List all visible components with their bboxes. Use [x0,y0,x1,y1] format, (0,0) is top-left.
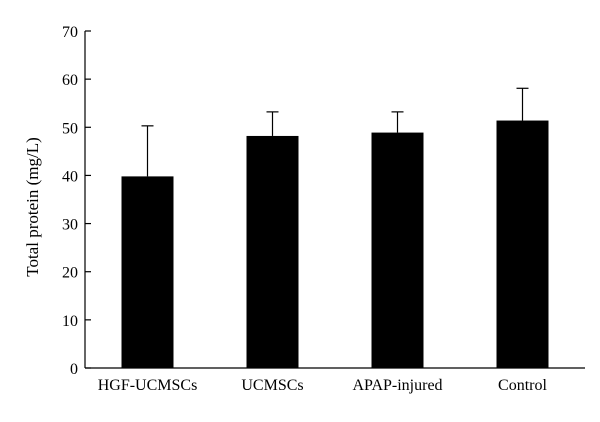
x-tick-label: Control [498,377,547,394]
y-tick-label: 60 [62,72,78,89]
y-tick-label: 70 [62,24,78,41]
error-bars [141,87,529,177]
x-tick-label: APAP-injured [352,377,442,394]
y-tick-label: 40 [62,168,78,185]
tick-labels: 0 10 20 30 40 50 60 70 HGF-UCMSCs UCMSCs APAP-inju… [62,24,548,394]
y-tick-label: 30 [62,217,78,234]
bar [496,120,549,368]
y-tick-label: 0 [70,361,78,378]
bars [121,120,549,368]
y-tick-label: 10 [62,313,78,330]
y-tick-label: 20 [62,265,78,282]
bar [246,135,299,368]
y-axis-label: Total protein (mg/L) [23,137,42,277]
y-tick-label: 50 [62,120,78,137]
bar [371,132,424,368]
x-tick-label: HGF-UCMSCs [98,377,198,394]
bar [121,176,174,368]
x-tick-label: UCMSCs [241,377,303,394]
